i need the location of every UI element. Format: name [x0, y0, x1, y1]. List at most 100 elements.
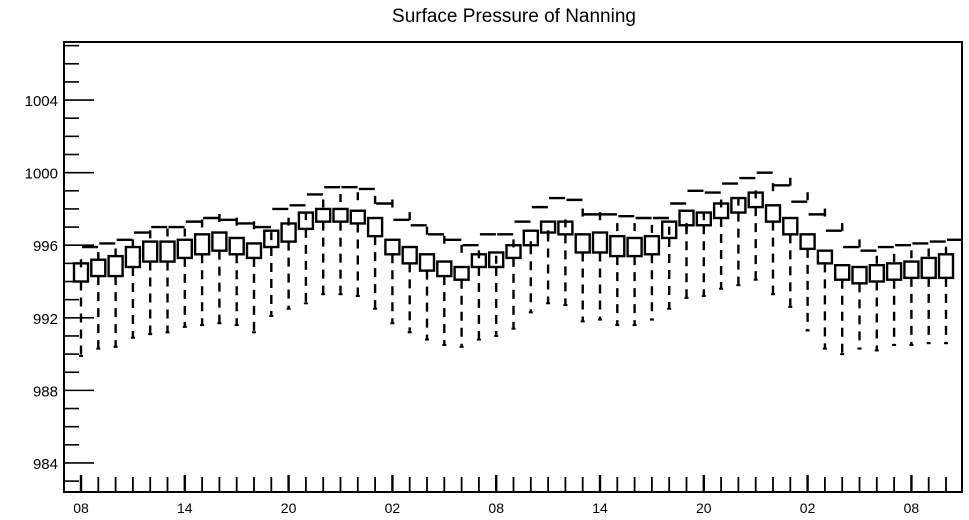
iqr-box — [937, 253, 955, 280]
box-item — [297, 193, 323, 305]
box-item — [834, 223, 860, 356]
box-item — [107, 238, 133, 348]
iqr-box — [418, 253, 436, 272]
box-item — [557, 198, 583, 307]
x-tick-label: 14 — [177, 500, 193, 516]
iqr-box — [436, 260, 453, 278]
x-tick-label: 14 — [592, 500, 608, 516]
iqr-box — [782, 216, 799, 236]
y-tick-label: 1000 — [25, 166, 58, 183]
iqr-box — [211, 231, 228, 252]
x-tick-label: 02 — [800, 500, 816, 516]
iqr-box — [384, 238, 401, 256]
box-item — [868, 245, 894, 352]
box-item — [522, 205, 548, 314]
iqr-box — [315, 207, 332, 223]
box-item — [470, 233, 496, 341]
y-tick-label: 988 — [33, 383, 58, 400]
iqr-box — [228, 236, 245, 256]
box-item — [453, 244, 479, 348]
box-item — [176, 220, 202, 328]
box-item — [782, 177, 808, 308]
iqr-box — [124, 245, 142, 269]
iqr-box — [591, 231, 609, 254]
iqr-box — [574, 233, 591, 254]
x-axis: 08 14 20 02 08 14 20 02 08 — [73, 475, 947, 516]
x-tick-label: 02 — [385, 500, 401, 516]
iqr-box — [349, 209, 366, 225]
chart-title: Surface Pressure of Nanning — [392, 6, 636, 27]
box-series — [72, 171, 963, 357]
plot-frame — [63, 41, 963, 493]
iqr-box — [107, 254, 124, 278]
box-item — [141, 225, 168, 336]
iqr-box — [366, 216, 384, 238]
box-item — [764, 183, 790, 296]
iqr-box — [834, 263, 851, 281]
y-tick-label: 1004 — [25, 93, 58, 110]
box-item — [211, 214, 237, 325]
box-item — [920, 240, 946, 345]
y-tick-label: 996 — [33, 238, 58, 255]
iqr-box — [193, 233, 211, 256]
box-item — [349, 187, 375, 298]
box-item — [937, 238, 963, 345]
box-item — [903, 242, 929, 347]
iqr-box — [332, 207, 349, 223]
x-tick-label: 20 — [696, 500, 712, 516]
box-item — [816, 208, 842, 350]
box-item — [505, 220, 531, 330]
box-item — [574, 208, 600, 323]
box-item — [332, 185, 358, 296]
box-item — [384, 199, 410, 325]
box-item — [72, 245, 98, 357]
box-item — [591, 212, 617, 321]
box-item — [488, 233, 514, 337]
x-tick-label: 08 — [488, 500, 504, 516]
box-item — [678, 189, 704, 299]
iqr-box — [280, 222, 297, 243]
box-item — [159, 225, 185, 334]
box-item — [730, 176, 756, 287]
y-tick-label: 984 — [33, 456, 58, 473]
box-item — [885, 244, 912, 347]
box-item — [90, 242, 116, 350]
iqr-box — [141, 240, 159, 263]
box-item — [418, 226, 444, 341]
iqr-box — [90, 258, 107, 278]
iqr-box — [626, 236, 643, 258]
iqr-box — [885, 262, 903, 281]
iqr-box — [851, 265, 868, 285]
iqr-box — [920, 256, 937, 280]
box-item — [228, 217, 254, 327]
y-axis: 984 988 992 996 1000 1004 — [25, 44, 94, 482]
box-item — [851, 239, 877, 350]
x-tick-label: 20 — [281, 500, 297, 516]
box-item — [799, 192, 825, 332]
box-item — [626, 216, 652, 327]
iqr-box — [799, 233, 816, 251]
iqr-box — [643, 234, 661, 256]
iqr-box — [401, 245, 418, 265]
box-item — [280, 204, 306, 310]
box-item — [401, 212, 427, 334]
y-tick-label: 992 — [33, 311, 58, 328]
box-item — [643, 216, 669, 321]
box-item — [695, 191, 721, 298]
iqr-box — [903, 260, 920, 280]
iqr-box — [159, 240, 176, 263]
box-item — [193, 216, 220, 327]
iqr-box — [245, 242, 263, 260]
x-tick-label: 08 — [904, 500, 920, 516]
box-item — [747, 171, 773, 281]
iqr-box — [176, 238, 194, 260]
box-item — [539, 196, 566, 305]
box-item — [436, 235, 462, 347]
box-item — [712, 182, 739, 290]
iqr-box — [868, 263, 885, 283]
box-item — [124, 231, 150, 339]
iqr-box — [609, 234, 626, 258]
box-item — [245, 221, 271, 334]
box-item — [609, 214, 635, 327]
